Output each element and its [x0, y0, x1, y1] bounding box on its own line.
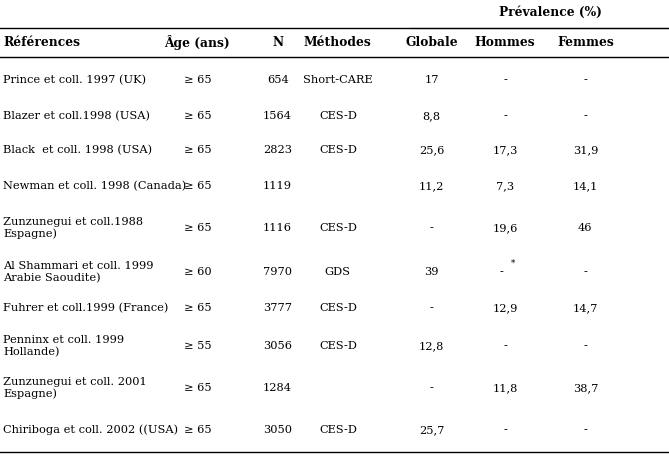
Text: -: -: [583, 75, 587, 85]
Text: 1119: 1119: [263, 181, 292, 191]
Text: Références: Références: [3, 36, 80, 49]
Text: 1564: 1564: [263, 111, 292, 121]
Text: 38,7: 38,7: [573, 383, 598, 393]
Text: Newman et coll. 1998 (Canada): Newman et coll. 1998 (Canada): [3, 181, 187, 191]
Text: 17,3: 17,3: [492, 145, 518, 155]
Text: GDS: GDS: [325, 267, 351, 277]
Text: 1284: 1284: [263, 383, 292, 393]
Text: CES-D: CES-D: [319, 425, 357, 435]
Text: Penninx et coll. 1999
Hollande): Penninx et coll. 1999 Hollande): [3, 335, 124, 357]
Text: -: -: [429, 303, 434, 313]
Text: ≥ 65: ≥ 65: [183, 111, 211, 121]
Text: 39: 39: [424, 267, 439, 277]
Text: Short-CARE: Short-CARE: [303, 75, 373, 85]
Text: 12,9: 12,9: [492, 303, 518, 313]
Text: *: *: [511, 259, 515, 268]
Text: Zunzunegui et coll. 2001
Espagne): Zunzunegui et coll. 2001 Espagne): [3, 377, 147, 399]
Text: 2823: 2823: [263, 145, 292, 155]
Text: Prévalence (%): Prévalence (%): [499, 6, 601, 18]
Text: CES-D: CES-D: [319, 303, 357, 313]
Text: Fuhrer et coll.1999 (France): Fuhrer et coll.1999 (France): [3, 303, 169, 313]
Text: Hommes: Hommes: [475, 36, 535, 49]
Text: Prince et coll. 1997 (UK): Prince et coll. 1997 (UK): [3, 75, 147, 85]
Text: 3056: 3056: [263, 341, 292, 351]
Text: 7,3: 7,3: [496, 181, 514, 191]
Text: 14,1: 14,1: [573, 181, 598, 191]
Text: ≥ 65: ≥ 65: [183, 145, 211, 155]
Text: Zunzunegui et coll.1988
Espagne): Zunzunegui et coll.1988 Espagne): [3, 217, 143, 239]
Text: Black  et coll. 1998 (USA): Black et coll. 1998 (USA): [3, 145, 153, 155]
Text: -: -: [583, 267, 587, 277]
Text: -: -: [583, 425, 587, 435]
Text: 25,7: 25,7: [419, 425, 444, 435]
Text: 17: 17: [424, 75, 439, 85]
Text: -: -: [583, 341, 587, 351]
Text: 11,2: 11,2: [419, 181, 444, 191]
Text: CES-D: CES-D: [319, 145, 357, 155]
Text: 12,8: 12,8: [419, 341, 444, 351]
Text: Chiriboga et coll. 2002 ((USA): Chiriboga et coll. 2002 ((USA): [3, 425, 179, 435]
Text: 654: 654: [267, 75, 288, 85]
Text: 3777: 3777: [263, 303, 292, 313]
Text: Al Shammari et coll. 1999
Arabie Saoudite): Al Shammari et coll. 1999 Arabie Saoudit…: [3, 261, 154, 283]
Text: Femmes: Femmes: [557, 36, 613, 49]
Text: 19,6: 19,6: [492, 223, 518, 233]
Text: 3050: 3050: [263, 425, 292, 435]
Text: 14,7: 14,7: [573, 303, 598, 313]
Text: CES-D: CES-D: [319, 223, 357, 233]
Text: -: -: [503, 341, 507, 351]
Text: ≥ 65: ≥ 65: [183, 223, 211, 233]
Text: -: -: [583, 111, 587, 121]
Text: CES-D: CES-D: [319, 341, 357, 351]
Text: -: -: [429, 383, 434, 393]
Text: ≥ 65: ≥ 65: [183, 181, 211, 191]
Text: N: N: [272, 36, 283, 49]
Text: ≥ 65: ≥ 65: [183, 383, 211, 393]
Text: 8,8: 8,8: [422, 111, 441, 121]
Text: -: -: [500, 267, 504, 277]
Text: Méthodes: Méthodes: [304, 36, 372, 49]
Text: -: -: [503, 75, 507, 85]
Text: ≥ 65: ≥ 65: [183, 303, 211, 313]
Text: 46: 46: [578, 223, 593, 233]
Text: 11,8: 11,8: [492, 383, 518, 393]
Text: ≥ 55: ≥ 55: [183, 341, 211, 351]
Text: 1116: 1116: [263, 223, 292, 233]
Text: 31,9: 31,9: [573, 145, 598, 155]
Text: ≥ 65: ≥ 65: [183, 425, 211, 435]
Text: 25,6: 25,6: [419, 145, 444, 155]
Text: -: -: [429, 223, 434, 233]
Text: ≥ 60: ≥ 60: [183, 267, 211, 277]
Text: 7970: 7970: [263, 267, 292, 277]
Text: ≥ 65: ≥ 65: [183, 75, 211, 85]
Text: Âge (ans): Âge (ans): [165, 35, 230, 49]
Text: -: -: [503, 425, 507, 435]
Text: Blazer et coll.1998 (USA): Blazer et coll.1998 (USA): [3, 111, 151, 121]
Text: CES-D: CES-D: [319, 111, 357, 121]
Text: -: -: [503, 111, 507, 121]
Text: Globale: Globale: [405, 36, 458, 49]
